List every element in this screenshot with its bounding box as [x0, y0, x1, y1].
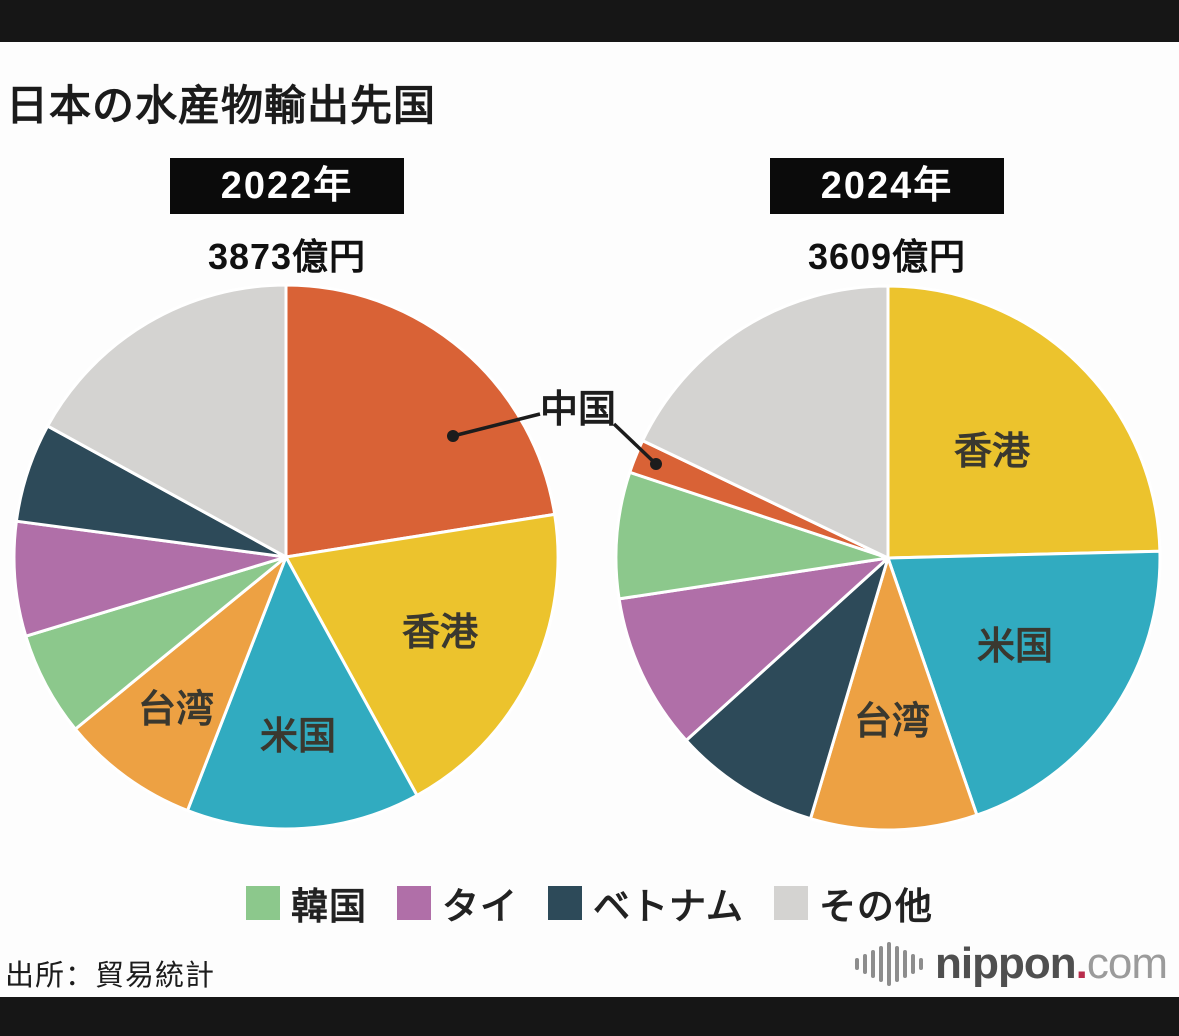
pie-slice-china — [284, 283, 557, 559]
soundwave-bar — [887, 942, 892, 986]
pie-slice-taiwan — [73, 555, 288, 812]
legend-label-vietnam: ベトナム — [593, 886, 744, 927]
pie-slice-others — [641, 284, 890, 560]
bottom-black-bar — [0, 997, 1179, 1036]
nippon-com-logo: nippon.com — [855, 939, 1168, 988]
legend-swatch-thailand — [397, 886, 432, 920]
legend-item-vietnam: ベトナム — [548, 876, 744, 930]
pie-2024-year-chip: 2024年 — [770, 158, 1004, 214]
pie-slice-hongkong — [284, 512, 560, 797]
pie-slice-label-hongkong: 香港 — [954, 431, 1031, 473]
callout-leader-line-0 — [452, 412, 541, 438]
soundwave-bars-icon — [855, 940, 924, 988]
pie-slice-label-usa: 米国 — [260, 716, 336, 758]
pie-slice-label-hongkong: 香港 — [402, 612, 479, 654]
pie-2022-header: 2022年 3873億円 — [170, 158, 404, 280]
soundwave-bar — [903, 950, 908, 978]
legend-label-thailand: タイ — [442, 886, 519, 927]
legend-label-korea: 韓国 — [291, 886, 368, 927]
pie-slice-usa — [886, 549, 1162, 817]
pie-slice-thailand — [12, 519, 288, 638]
chart-legend: 韓国 タイ ベトナム その他 — [0, 876, 1179, 930]
callout-leader-line-1 — [612, 422, 658, 466]
top-black-bar — [0, 0, 1179, 42]
pie-slice-hongkong — [886, 284, 1162, 560]
callout-dot-0 — [447, 430, 459, 442]
pie-slice-vietnam — [684, 556, 890, 821]
pie-slice-label-usa: 米国 — [977, 626, 1053, 668]
legend-item-korea: 韓国 — [246, 876, 367, 930]
source-note: 出所：貿易統計 — [5, 960, 216, 992]
soundwave-bar — [863, 954, 868, 974]
pie-slice-others — [46, 283, 288, 559]
pie-slice-usa — [186, 555, 419, 831]
pie-2024-header: 2024年 3609億円 — [770, 158, 1004, 280]
legend-label-others: その他 — [818, 886, 933, 927]
callout-dot-1 — [650, 458, 662, 470]
soundwave-bar — [919, 958, 924, 970]
soundwave-bar — [911, 954, 916, 974]
legend-swatch-vietnam — [548, 886, 583, 920]
brand-wordmark: nippon.com — [935, 939, 1168, 988]
pie-2022-total: 3873億円 — [207, 236, 367, 277]
soundwave-bar — [895, 946, 900, 982]
brand-suffix: com — [1086, 939, 1168, 988]
legend-item-thailand: タイ — [397, 876, 518, 930]
legend-item-others: その他 — [773, 876, 933, 930]
pie-slice-thailand — [617, 556, 890, 742]
soundwave-bar — [879, 946, 884, 982]
brand-dot: . — [1075, 939, 1088, 988]
pie-slice-label-taiwan: 台湾 — [138, 688, 214, 731]
pie-slice-taiwan — [809, 556, 979, 832]
pie-2022-year-chip: 2022年 — [170, 158, 404, 214]
pie-2024-total: 3609億円 — [807, 236, 967, 277]
legend-swatch-others — [773, 886, 808, 920]
page-title: 日本の水産物輸出先国 — [6, 82, 437, 130]
pie-slice-korea — [614, 470, 890, 601]
brand-main: nippon — [935, 939, 1077, 988]
pie-slice-label-taiwan: 台湾 — [854, 700, 930, 743]
china-callout: 中国 — [447, 389, 662, 470]
soundwave-bar — [871, 950, 876, 978]
legend-swatch-korea — [246, 886, 281, 920]
china-callout-label: 中国 — [540, 389, 616, 431]
soundwave-bar — [855, 958, 860, 970]
